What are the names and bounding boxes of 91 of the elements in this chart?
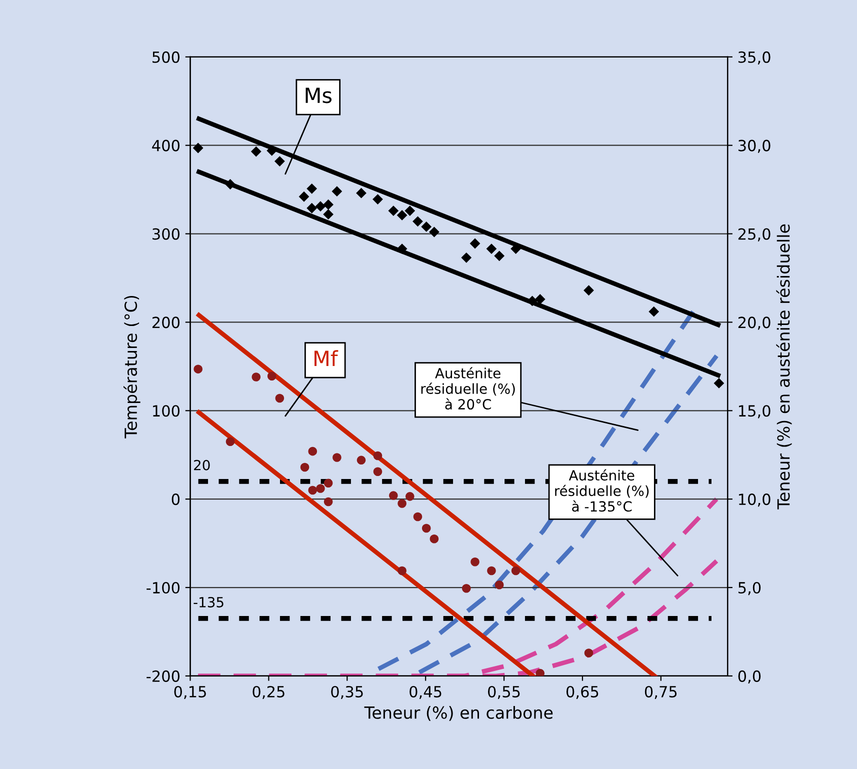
point <box>324 478 333 488</box>
line-series <box>376 309 696 672</box>
point <box>536 668 545 676</box>
y2-tick-label: 35,0 <box>738 51 770 64</box>
point <box>315 201 326 212</box>
y2-tick-label: 25,0 <box>738 228 770 242</box>
point <box>306 183 318 194</box>
y2-tick-label: 30,0 <box>738 140 770 153</box>
y-tick-label: -100 <box>146 582 180 594</box>
x-tick-label: 0,65 <box>566 686 598 700</box>
point <box>225 179 236 190</box>
point <box>372 194 383 204</box>
point <box>422 524 431 533</box>
x-tick-label: 0,45 <box>410 686 442 700</box>
point <box>487 566 496 576</box>
y-tick-label: 100 <box>153 405 180 417</box>
point <box>388 206 399 216</box>
y2-tick-label: 20,0 <box>738 316 770 330</box>
point <box>470 238 480 249</box>
y-tick-label: 300 <box>152 228 180 240</box>
point <box>406 492 414 501</box>
point <box>421 222 432 232</box>
y-tick-label: 500 <box>152 51 180 63</box>
point <box>584 285 594 296</box>
x-axis-title: Teneur (%) en carbone <box>364 706 553 721</box>
point <box>226 437 235 446</box>
point <box>356 188 366 198</box>
point <box>373 451 382 460</box>
point <box>714 378 724 388</box>
point <box>192 142 204 154</box>
point <box>430 534 439 544</box>
point <box>396 244 408 254</box>
point <box>429 226 440 238</box>
point <box>323 199 334 210</box>
point <box>398 499 406 508</box>
point <box>373 467 382 476</box>
y-tick-label: 200 <box>152 316 180 328</box>
y-axis-title: Température (°C) <box>124 296 140 438</box>
point <box>275 394 284 403</box>
point <box>584 648 594 658</box>
point <box>316 484 325 493</box>
y2-tick-label: 0,0 <box>738 670 761 684</box>
annotation: Austénite résiduelle (%) à -135°C <box>555 469 649 512</box>
point <box>461 252 472 263</box>
point <box>306 202 318 214</box>
point <box>494 250 505 262</box>
x-tick-label: 0,25 <box>252 686 284 700</box>
point <box>396 210 408 220</box>
point <box>534 294 546 304</box>
x-tick-label: 0,75 <box>644 686 677 700</box>
y2-tick-label: 10,0 <box>738 494 770 507</box>
point <box>486 244 497 254</box>
point <box>412 216 423 227</box>
point <box>308 486 318 495</box>
point <box>300 462 310 472</box>
point <box>332 453 342 462</box>
point <box>494 580 504 590</box>
point <box>298 191 310 202</box>
line-series <box>417 354 719 675</box>
point <box>250 146 262 157</box>
annotation: Austénite résiduelle (%) à 20°C <box>421 367 515 410</box>
point <box>413 512 422 522</box>
x-tick-label: 0,15 <box>174 686 206 700</box>
ref-line-label: -135 <box>194 596 224 608</box>
point <box>398 566 406 576</box>
y2-tick-label: 15,0 <box>738 405 770 418</box>
y-tick-label: -200 <box>146 670 180 682</box>
point <box>274 156 285 166</box>
y-tick-label: 0 <box>172 494 180 506</box>
x-tick-label: 0,35 <box>331 686 363 700</box>
point <box>324 497 333 506</box>
point <box>511 566 520 576</box>
point <box>356 456 366 465</box>
point <box>404 206 416 216</box>
point <box>252 372 261 382</box>
point <box>470 557 480 566</box>
point <box>332 186 342 197</box>
point <box>194 364 202 374</box>
point <box>389 491 398 500</box>
point <box>267 372 276 381</box>
y-tick-label: 400 <box>152 140 180 152</box>
point <box>462 584 471 593</box>
ref-line-label: 20 <box>194 460 210 470</box>
point <box>323 209 334 220</box>
point <box>648 306 660 317</box>
y2-axis-title: Teneur (%) en austénite résiduelle <box>776 224 792 510</box>
annotation: Ms <box>306 88 332 104</box>
point <box>308 446 318 456</box>
annotation: Mf <box>314 350 338 366</box>
y2-tick-label: 5,0 <box>738 582 761 596</box>
x-tick-label: 0,55 <box>488 686 520 700</box>
